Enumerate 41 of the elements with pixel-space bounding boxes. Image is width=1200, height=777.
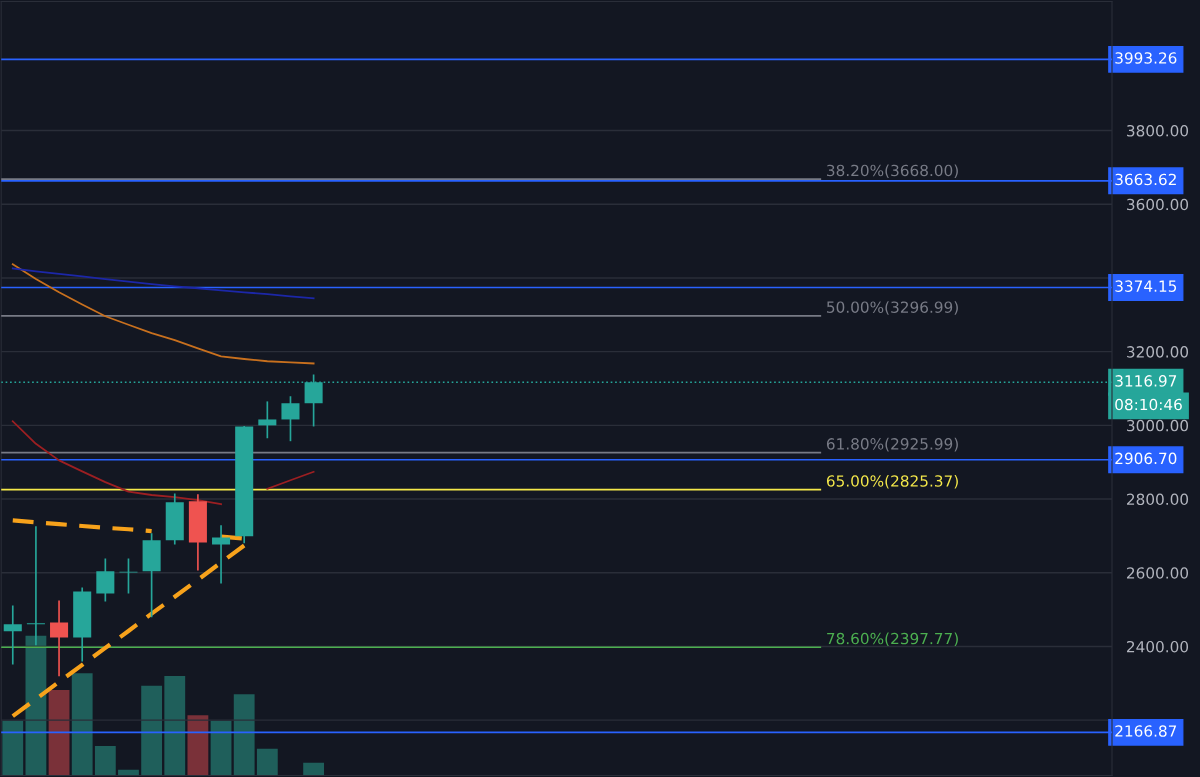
- ref-line-label: 50.00%(3296.99): [827, 301, 958, 315]
- ref-line-label: 38.20%(3668.00): [827, 164, 958, 179]
- y-tick-label: 3000.00: [1127, 419, 1189, 432]
- bar: [2, 720, 24, 776]
- candlestick: [258, 400, 277, 440]
- line-series: [10, 543, 247, 719]
- candlestick: [96, 557, 115, 603]
- candlestick: [212, 524, 231, 585]
- y-tick-label: 3200.00: [1127, 346, 1189, 358]
- line-series: [11, 267, 315, 300]
- ref-line-label: 3116.97: [1115, 375, 1177, 387]
- line-series: [11, 263, 315, 365]
- bar: [141, 685, 163, 776]
- ref-line-label: 3993.26: [1115, 52, 1177, 64]
- ref-line-label: 3663.62: [1115, 173, 1176, 186]
- y-tick-label: 2600.00: [1127, 567, 1189, 579]
- bar: [303, 762, 325, 776]
- bar: [118, 769, 139, 776]
- ref-line-label: 61.80%(2925.99): [826, 437, 958, 452]
- candlestick: [50, 599, 69, 678]
- candlestick: [281, 395, 300, 443]
- ref-line-label: 2166.87: [1115, 725, 1177, 737]
- text: 08:10:46: [1115, 398, 1182, 411]
- candlestick: [3, 604, 22, 666]
- ref-line-label: 78.60%(2397.77): [827, 632, 958, 647]
- bar: [256, 748, 278, 776]
- y-tick-label: 2400.00: [1127, 640, 1189, 653]
- bar: [187, 715, 209, 776]
- bar: [25, 635, 47, 776]
- y-tick-label: 3600.00: [1127, 198, 1189, 211]
- bar: [210, 720, 232, 776]
- bar: [48, 690, 70, 776]
- ref-line-label: 65.00%(2825.37): [826, 474, 958, 489]
- bar: [233, 694, 255, 776]
- y-tick-label: 3800.00: [1127, 125, 1189, 137]
- bar: [164, 676, 186, 776]
- y-tick-label: 2800.00: [1127, 493, 1189, 506]
- bar: [71, 673, 93, 776]
- bar: [94, 746, 116, 776]
- ref-line-label: 2906.70: [1115, 452, 1177, 465]
- ref-line-label: 3374.15: [1115, 280, 1177, 292]
